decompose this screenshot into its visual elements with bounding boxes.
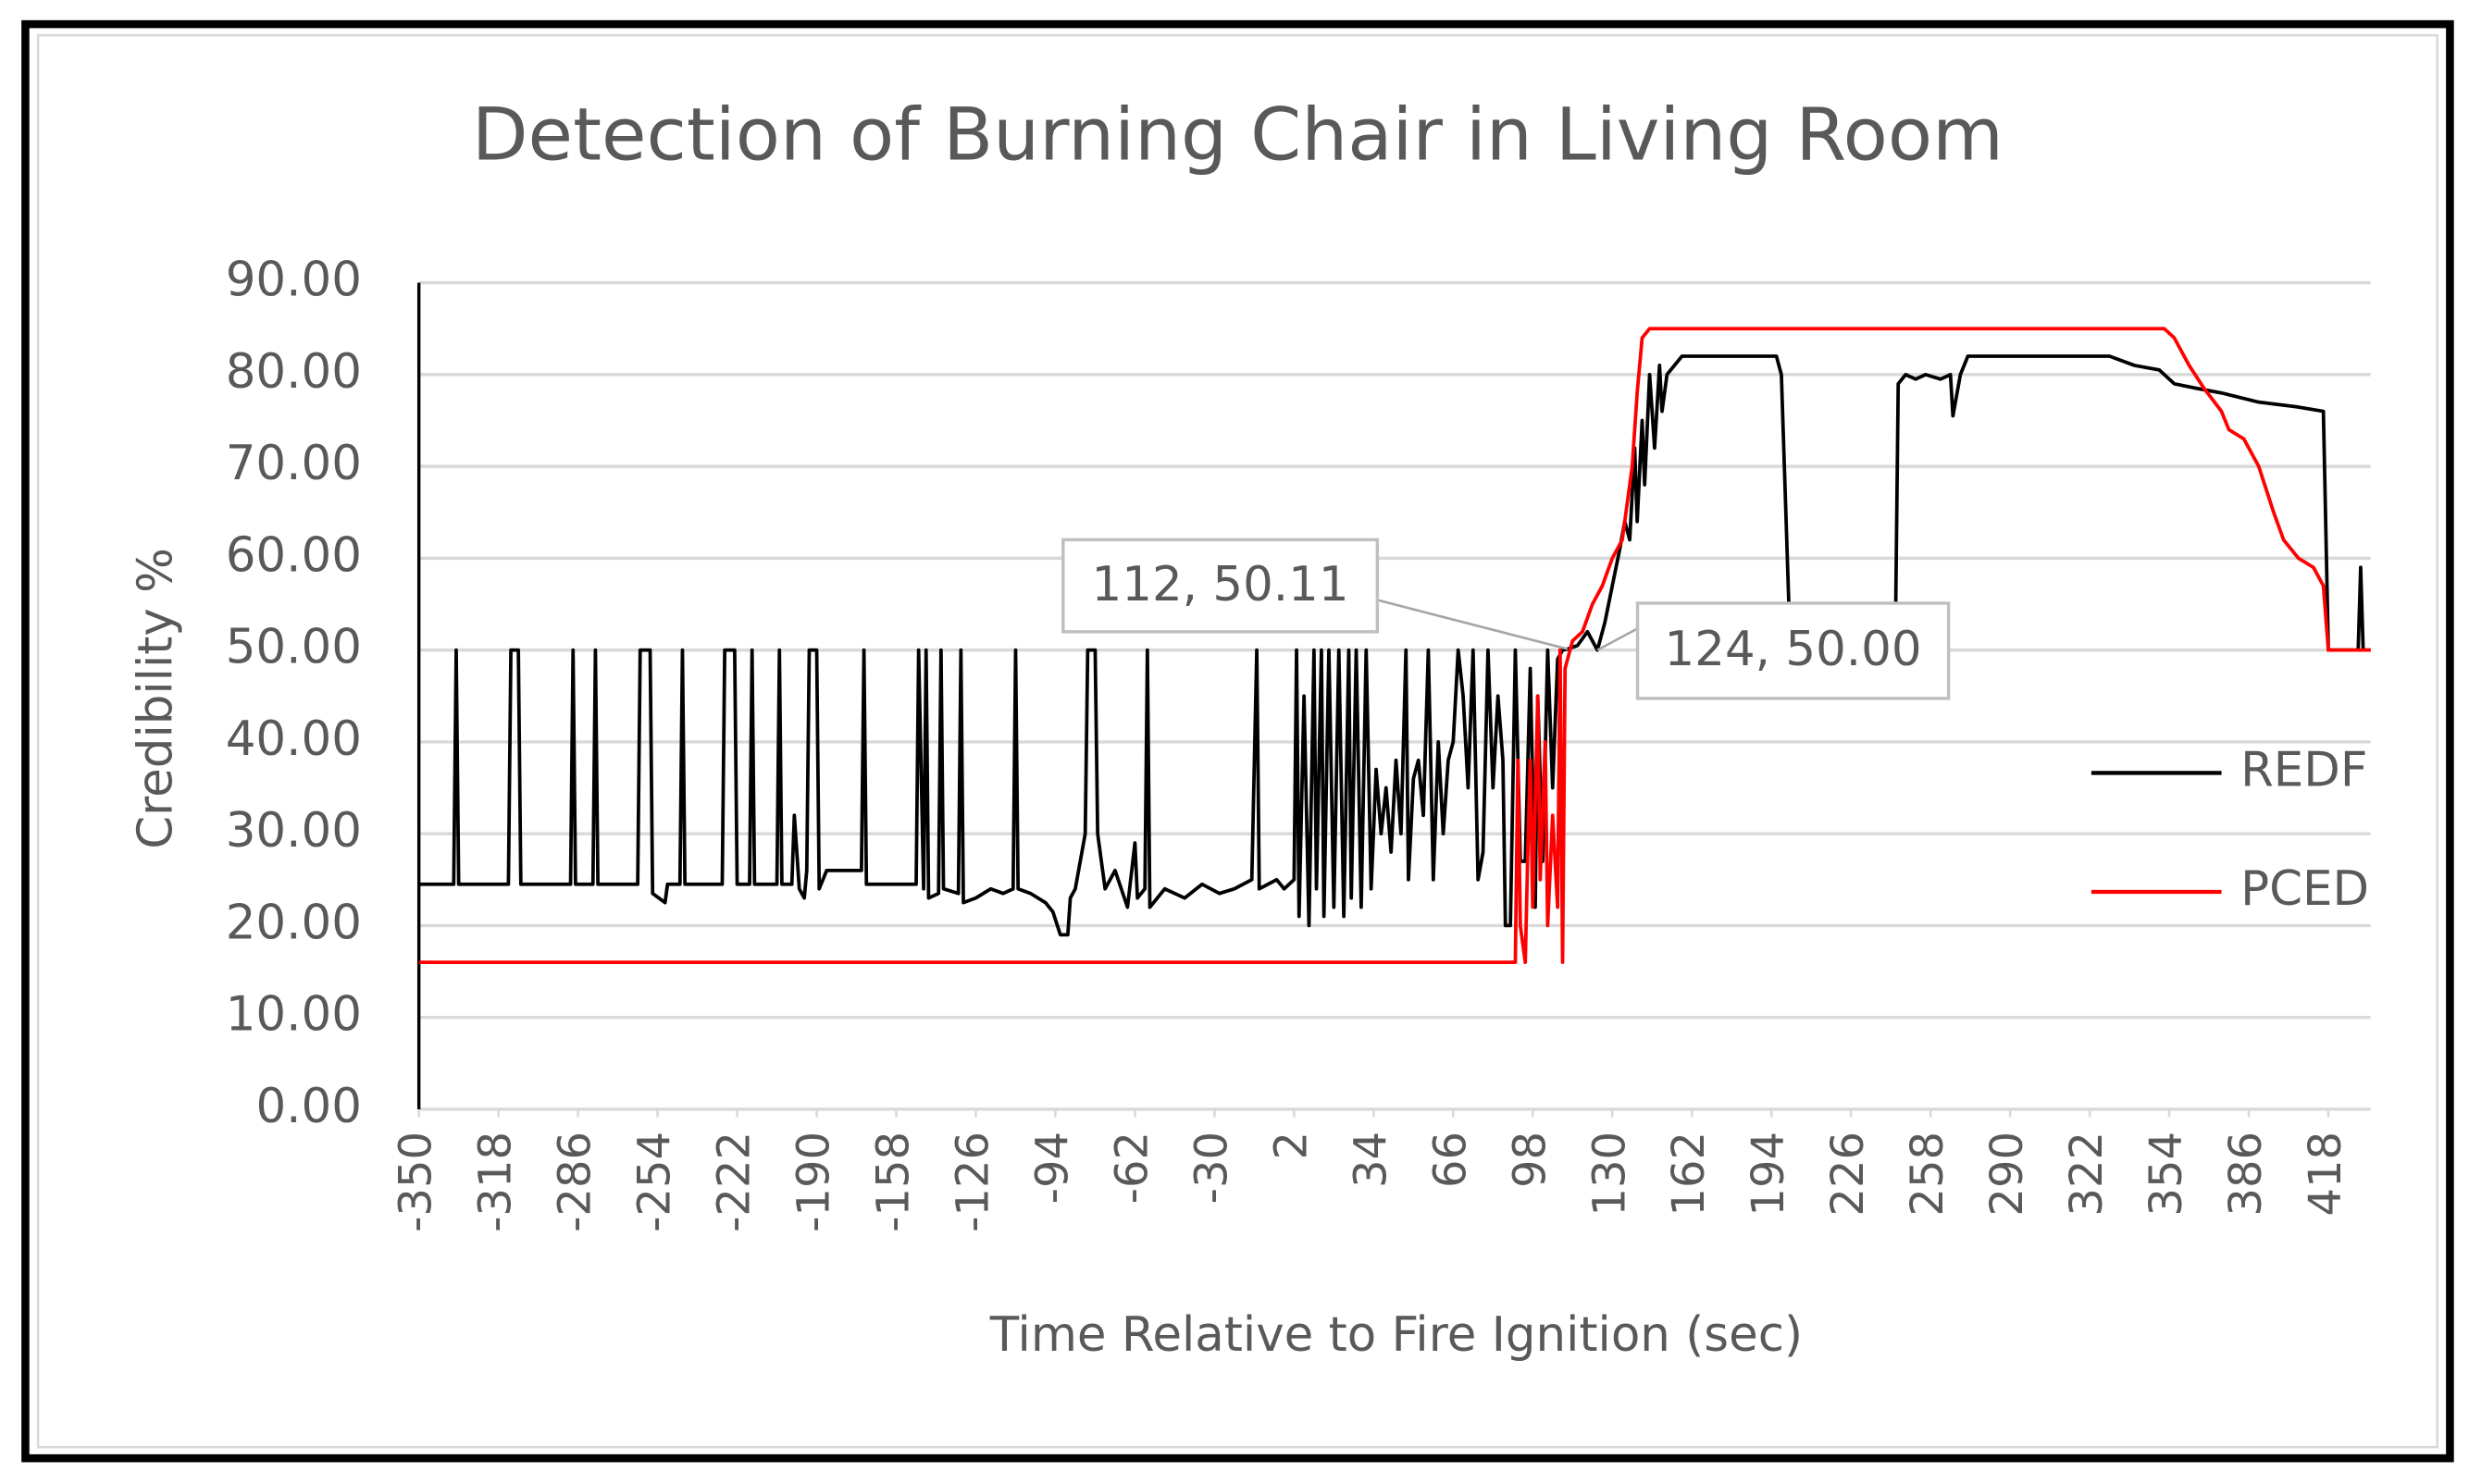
x-tick-label: 2 bbox=[1265, 1132, 1317, 1160]
x-tick-label: 130 bbox=[1583, 1132, 1635, 1217]
x-tick-label: 418 bbox=[2300, 1132, 2351, 1217]
y-tick-label: 0.00 bbox=[255, 1079, 362, 1134]
x-tick-label: 226 bbox=[1822, 1132, 1874, 1217]
x-tick-label: -350 bbox=[391, 1132, 442, 1232]
y-tick-label: 50.00 bbox=[226, 620, 362, 675]
x-tick-label: -254 bbox=[629, 1132, 681, 1232]
series-line bbox=[418, 327, 2371, 965]
x-tick-label: -318 bbox=[470, 1132, 522, 1232]
y-tick-label: 10.00 bbox=[226, 987, 362, 1043]
y-tick-label: 70.00 bbox=[226, 436, 362, 491]
series-line bbox=[418, 354, 2371, 937]
x-tick-label: -62 bbox=[1106, 1132, 1158, 1204]
x-tick-label: 386 bbox=[2220, 1132, 2272, 1217]
y-tick-label: 60.00 bbox=[226, 527, 362, 583]
callout-leader bbox=[1596, 627, 1639, 651]
callout-box bbox=[1061, 538, 1380, 634]
y-axis-label: Credibility % bbox=[128, 548, 183, 849]
y-tick-label: 40.00 bbox=[226, 711, 362, 767]
x-tick-label: 194 bbox=[1743, 1132, 1794, 1217]
x-tick-label: -222 bbox=[709, 1132, 761, 1232]
x-axis-label: Time Relative to Fire Ignition (sec) bbox=[989, 1307, 1803, 1363]
x-tick-label: 258 bbox=[1902, 1132, 1954, 1217]
x-tick-label: -190 bbox=[788, 1132, 840, 1232]
legend-label: PCED bbox=[2240, 861, 2369, 917]
y-tick-label: 30.00 bbox=[226, 803, 362, 859]
x-tick-label: 290 bbox=[1981, 1132, 2033, 1217]
callout-label: 124, 50.00 bbox=[1665, 622, 1922, 677]
x-tick-label: 322 bbox=[2061, 1132, 2113, 1217]
callout-label: 112, 50.11 bbox=[1092, 557, 1349, 612]
x-tick-label: 354 bbox=[2140, 1132, 2192, 1217]
chart-area-border bbox=[36, 33, 2438, 1449]
chart-title: Detection of Burning Chair in Living Roo… bbox=[472, 93, 2004, 178]
y-tick-label: 80.00 bbox=[226, 344, 362, 400]
x-tick-label: -286 bbox=[550, 1132, 602, 1232]
legend-label: REDF bbox=[2240, 742, 2367, 798]
callout-leader bbox=[1376, 599, 1569, 650]
x-tick-label: 66 bbox=[1424, 1132, 1476, 1188]
x-tick-label: 34 bbox=[1345, 1132, 1396, 1188]
x-tick-label: 98 bbox=[1504, 1132, 1556, 1188]
callout-box bbox=[1635, 601, 1951, 700]
x-tick-label: -30 bbox=[1185, 1132, 1237, 1204]
y-tick-label: 20.00 bbox=[226, 895, 362, 950]
x-tick-label: -126 bbox=[947, 1132, 999, 1232]
outer-frame bbox=[21, 19, 2454, 1463]
x-tick-label: -158 bbox=[868, 1132, 920, 1232]
x-tick-label: -94 bbox=[1026, 1132, 1078, 1204]
y-tick-label: 90.00 bbox=[226, 253, 362, 308]
x-tick-label: 162 bbox=[1663, 1132, 1715, 1217]
